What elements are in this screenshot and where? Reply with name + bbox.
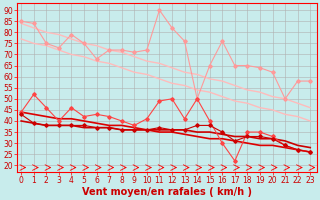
- X-axis label: Vent moyen/en rafales ( km/h ): Vent moyen/en rafales ( km/h ): [82, 187, 252, 197]
